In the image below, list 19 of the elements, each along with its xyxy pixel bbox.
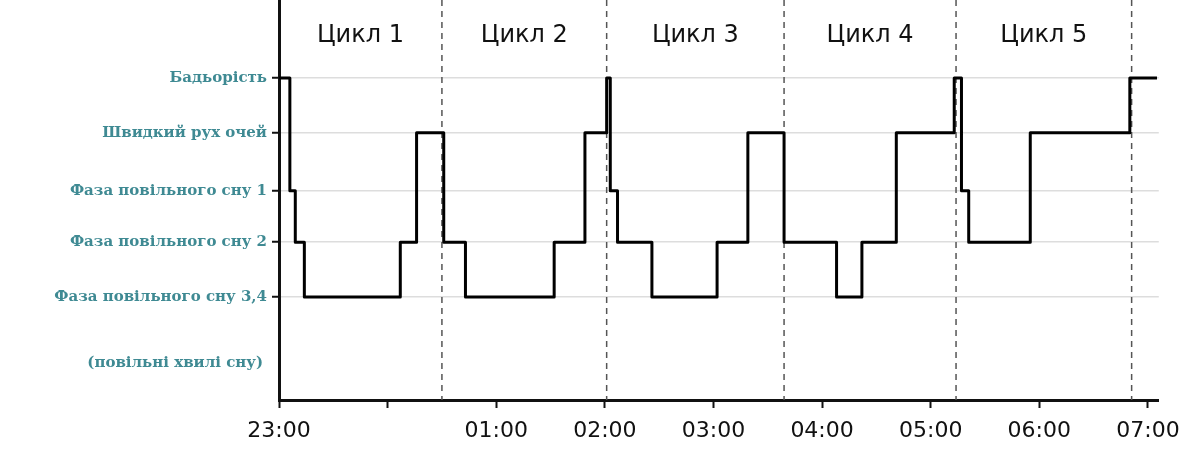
text: Цикл 4	[826, 20, 914, 49]
text: (повільні хвилі сну)	[87, 352, 263, 371]
text: Цикл 1	[316, 20, 404, 49]
text: Фаза повільного сну 2	[69, 232, 267, 251]
x-tick-label: 02:00	[573, 416, 637, 442]
x-tick-label: 03:00	[681, 416, 746, 442]
text: Фаза повільного сну 1	[69, 180, 267, 199]
text: Цикл 5	[1000, 20, 1088, 49]
text: Бадьорість	[169, 67, 267, 86]
text: Цикл 2	[480, 20, 568, 49]
x-tick-label: 01:00	[464, 416, 528, 442]
text: Цикл 3	[651, 20, 739, 49]
x-tick-label: 07:00	[1116, 416, 1180, 442]
x-tick-label: 06:00	[1007, 416, 1072, 442]
text: Фаза повільного сну 3,4	[54, 286, 267, 305]
x-tick-label: 23:00	[247, 416, 311, 442]
x-tick-label: 05:00	[898, 416, 963, 442]
text: Швидкий рух очей	[102, 122, 267, 141]
x-tick-label: 04:00	[790, 416, 854, 442]
